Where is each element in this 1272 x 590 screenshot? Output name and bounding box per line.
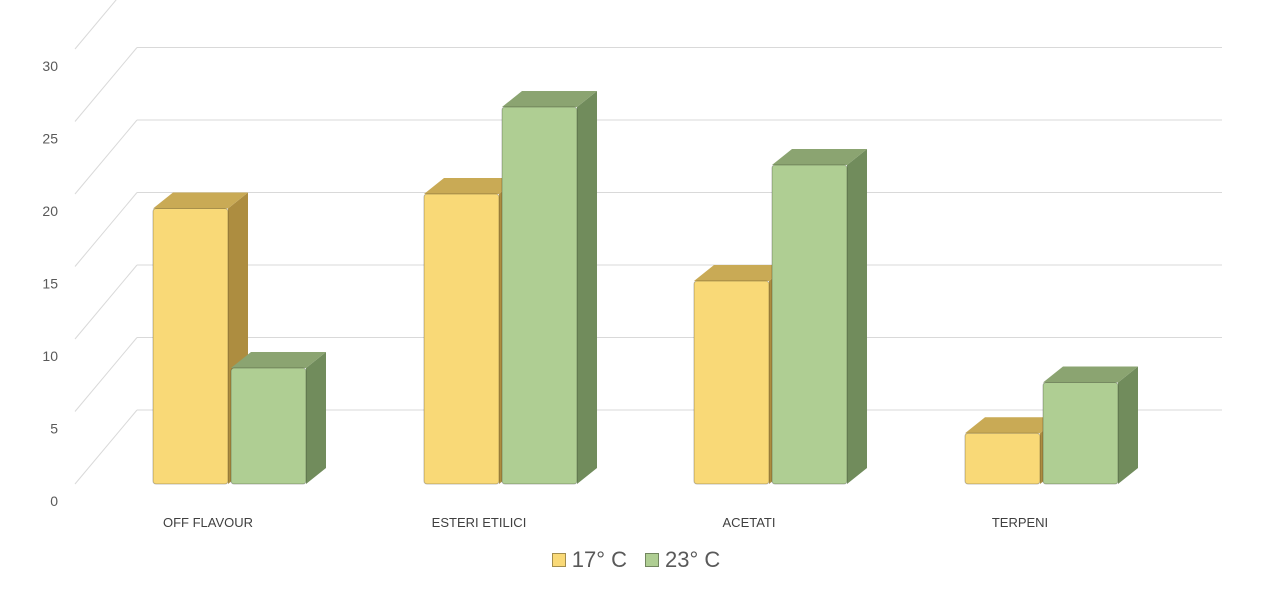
- bar-side: [306, 352, 326, 484]
- bar-top: [153, 192, 248, 209]
- bar-front: [152, 208, 229, 485]
- gridline-side: [74, 47, 138, 122]
- bar-front: [501, 106, 578, 485]
- bar-top: [965, 417, 1060, 434]
- x-tick-label: ACETATI: [723, 515, 776, 530]
- bar-23c: [1042, 366, 1138, 485]
- legend-label-23c: 23° C: [665, 547, 721, 572]
- bar-front: [693, 280, 770, 485]
- y-tick-label: 10: [42, 348, 58, 364]
- legend-swatch-23c: [645, 553, 659, 567]
- bar-top: [772, 149, 867, 165]
- y-tick-label: 25: [42, 131, 58, 147]
- bar-front: [230, 367, 307, 485]
- legend-label-17c: 17° C: [571, 547, 627, 572]
- y-axis: 0 5 10 15 20 25 30: [42, 58, 58, 509]
- x-axis: OFF FLAVOUR ESTERI ETILICI ACETATI TERPENI: [163, 515, 1048, 530]
- bar-top: [1043, 366, 1138, 383]
- y-tick-label: 0: [50, 493, 58, 509]
- legend-item-23c: 23° C: [645, 547, 720, 573]
- bar-side: [577, 91, 597, 484]
- x-tick-label: OFF FLAVOUR: [163, 515, 253, 530]
- bar-23c: [230, 352, 326, 485]
- bar-front: [771, 164, 848, 485]
- gridline-side: [74, 0, 117, 50]
- y-tick-label: 5: [50, 421, 58, 437]
- gridline-side: [74, 119, 138, 195]
- gridline-side: [74, 337, 138, 412]
- bar-top: [231, 352, 326, 368]
- bar-23c: [771, 149, 867, 485]
- bar-front: [1042, 382, 1119, 485]
- gridline-side: [74, 264, 138, 340]
- bar-top: [424, 178, 519, 194]
- bar-top: [694, 265, 789, 281]
- x-tick-label: TERPENI: [992, 515, 1048, 530]
- bar-top: [502, 91, 597, 107]
- bar-front: [423, 193, 500, 485]
- gridline-side: [74, 409, 138, 485]
- bar-side: [1118, 366, 1138, 484]
- legend-item-17c: 17° C: [551, 547, 627, 573]
- bar-side: [847, 149, 867, 484]
- bars: [152, 91, 1138, 485]
- bar-front: [964, 432, 1041, 485]
- legend: 17° C 23° C: [0, 547, 1272, 573]
- gridline-side: [74, 192, 138, 267]
- x-tick-label: ESTERI ETILICI: [432, 515, 527, 530]
- y-tick-label: 15: [42, 276, 58, 292]
- y-tick-label: 30: [42, 58, 58, 74]
- y-tick-label: 20: [42, 203, 58, 219]
- legend-swatch-17c: [551, 553, 566, 567]
- bar-23c: [501, 91, 597, 485]
